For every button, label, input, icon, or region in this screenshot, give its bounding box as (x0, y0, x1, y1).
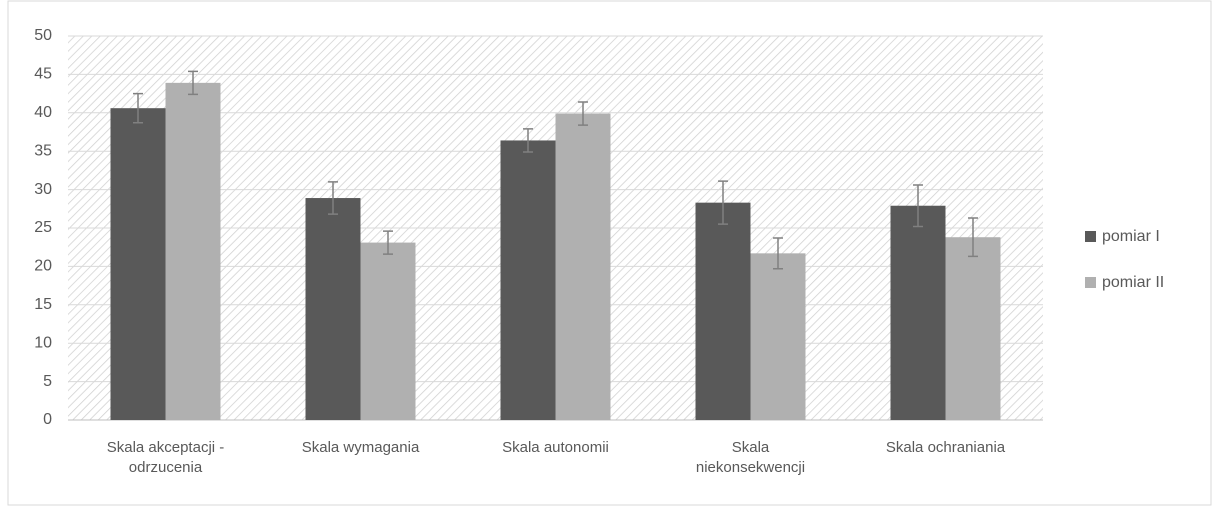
legend-label: pomiar I (1102, 228, 1160, 245)
error-bar (133, 92, 143, 124)
x-tick-label: Skala autonomii (502, 439, 609, 456)
y-tick-label: 15 (34, 296, 52, 313)
x-tick-label: Skala niekonsekwencji (695, 439, 806, 476)
y-tick-label: 5 (43, 373, 52, 390)
y-tick-label: 45 (34, 66, 52, 83)
bar (555, 113, 611, 421)
error-bar (523, 128, 533, 153)
x-tick-label: Skala wymagania (301, 439, 420, 456)
bar (945, 237, 1001, 420)
bar (750, 253, 806, 420)
error-bar (383, 230, 393, 255)
y-tick-label: 25 (34, 219, 52, 236)
error-bar (188, 70, 198, 96)
bar (360, 242, 416, 420)
bar (165, 82, 221, 421)
y-tick-label: 50 (34, 27, 52, 44)
y-tick-label: 40 (34, 104, 52, 121)
error-bar (968, 217, 978, 258)
legend-label: pomiar II (1102, 274, 1164, 291)
error-bar (913, 184, 923, 228)
y-tick-label: 20 (34, 258, 52, 275)
error-bar (578, 101, 588, 126)
bar (305, 198, 361, 420)
chart-border (7, 0, 1212, 506)
legend-swatch (1085, 231, 1096, 242)
error-bar (718, 180, 728, 225)
bar (110, 108, 166, 420)
legend-swatch (1085, 277, 1096, 288)
bar (500, 140, 556, 420)
error-bar (773, 237, 783, 270)
bar (890, 205, 946, 420)
error-bar (328, 181, 338, 215)
y-tick-label: 10 (34, 334, 52, 351)
bar (695, 202, 751, 420)
y-tick-label: 35 (34, 142, 52, 159)
y-tick-label: 0 (43, 411, 52, 428)
x-tick-label: Skala ochraniania (885, 439, 1006, 456)
x-tick-label: Skala akceptacji - odrzucenia (106, 439, 225, 476)
y-tick-label: 30 (34, 181, 52, 198)
